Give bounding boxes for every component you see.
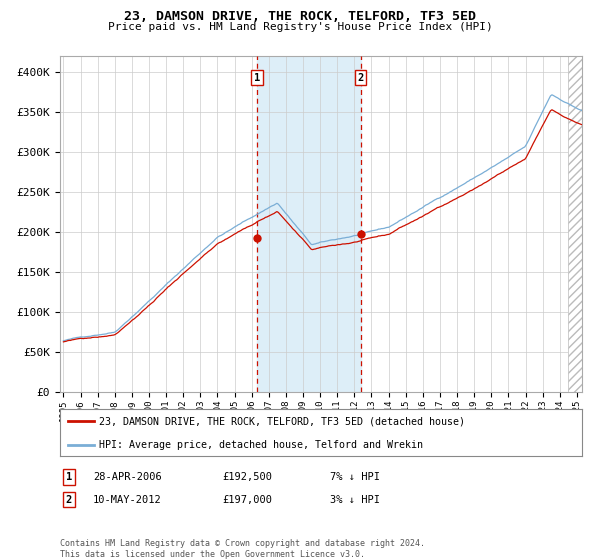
Text: 23, DAMSON DRIVE, THE ROCK, TELFORD, TF3 5ED (detached house): 23, DAMSON DRIVE, THE ROCK, TELFORD, TF3… [99,417,465,427]
Text: 1: 1 [66,472,72,482]
Bar [257,56,361,392]
Text: 3% ↓ HPI: 3% ↓ HPI [330,494,380,505]
Text: 1: 1 [254,73,260,83]
Text: 28-APR-2006: 28-APR-2006 [93,472,162,482]
Bar [568,56,587,392]
Text: 10-MAY-2012: 10-MAY-2012 [93,494,162,505]
Text: £192,500: £192,500 [222,472,272,482]
Text: 7% ↓ HPI: 7% ↓ HPI [330,472,380,482]
Text: 2: 2 [358,73,364,83]
Text: Price paid vs. HM Land Registry's House Price Index (HPI): Price paid vs. HM Land Registry's House … [107,22,493,32]
Text: £197,000: £197,000 [222,494,272,505]
Text: 2: 2 [66,494,72,505]
Text: HPI: Average price, detached house, Telford and Wrekin: HPI: Average price, detached house, Telf… [99,441,423,450]
Text: 23, DAMSON DRIVE, THE ROCK, TELFORD, TF3 5ED: 23, DAMSON DRIVE, THE ROCK, TELFORD, TF3… [124,10,476,23]
Text: Contains HM Land Registry data © Crown copyright and database right 2024.
This d: Contains HM Land Registry data © Crown c… [60,539,425,559]
Bar [568,56,587,392]
